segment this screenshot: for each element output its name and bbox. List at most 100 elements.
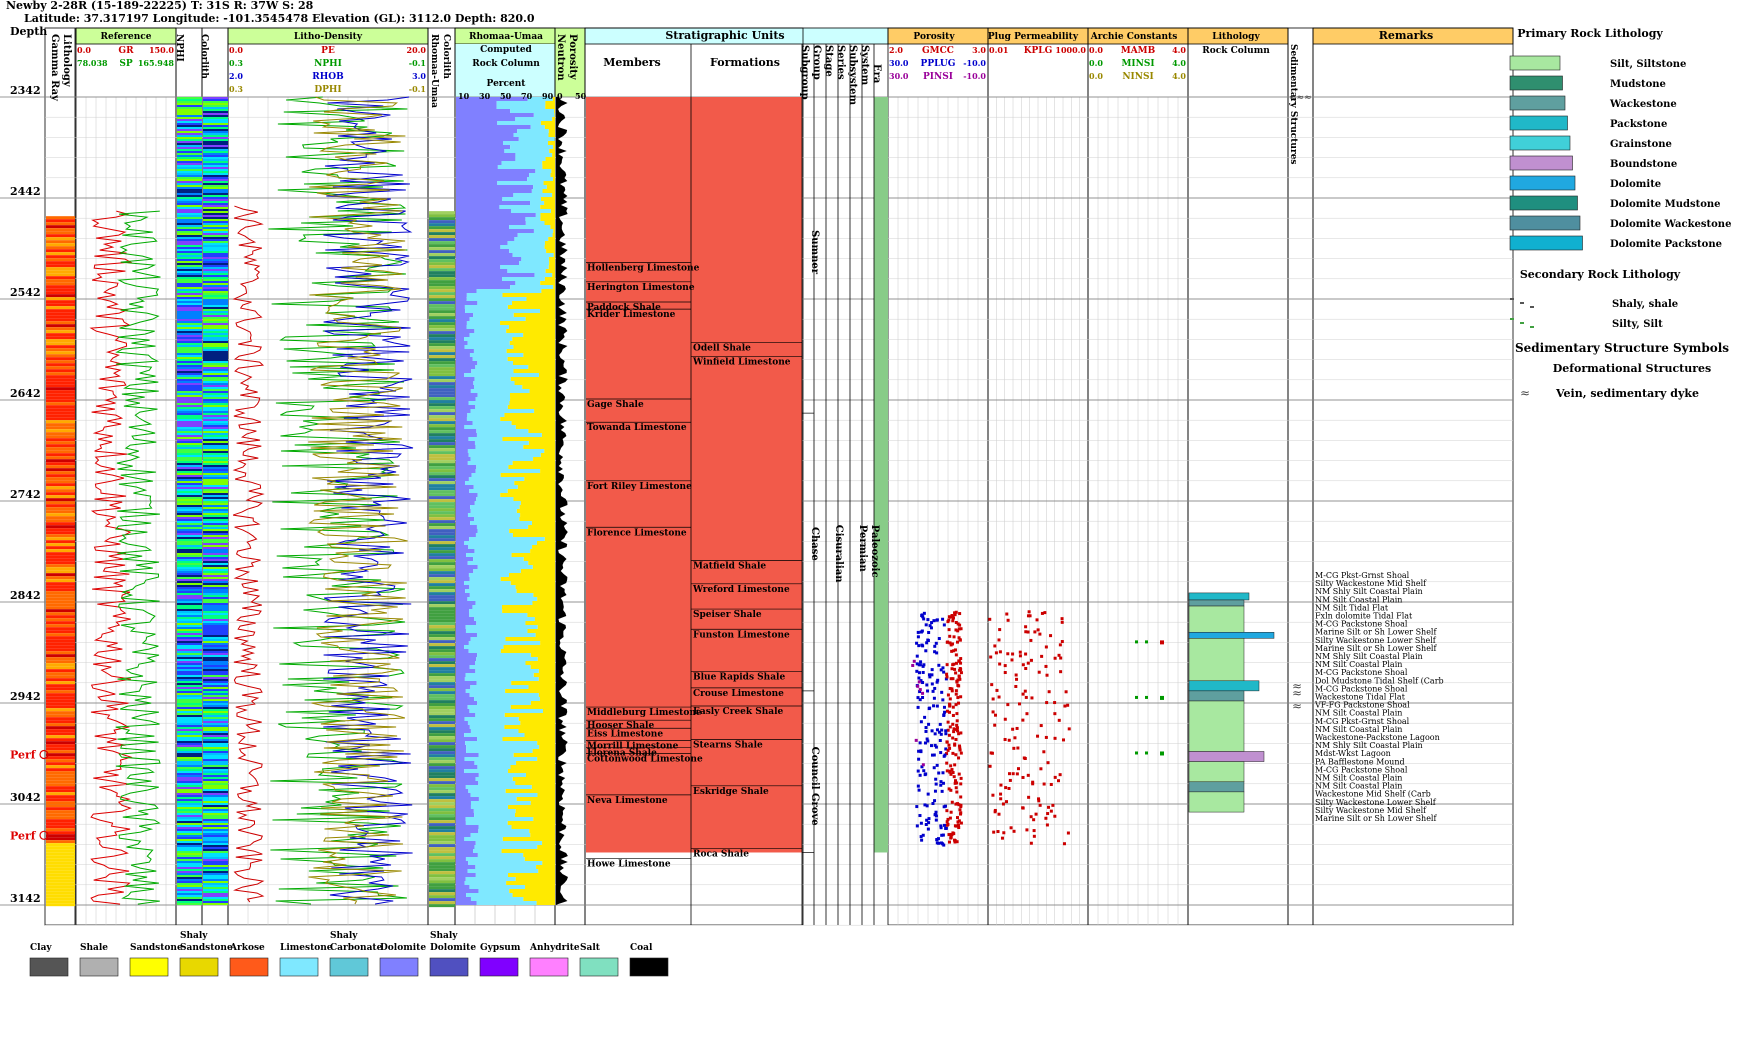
well-location: Latitude: 37.317197 Longitude: -101.3545… [24,12,535,25]
colorlith-band [429,490,455,494]
colorlith-band [203,499,228,501]
colorlith-band [429,862,455,866]
colorlith-band [177,395,202,397]
rock-limestone [469,585,516,589]
lithology-band [46,687,75,691]
lithology-band [46,429,75,433]
core-lithology [1188,605,1245,633]
colorlith-band [429,220,455,224]
pplug-point [930,621,934,625]
remark-text: VF-FG Packstone Shoal [1314,701,1410,710]
rock-sandstone [553,285,555,289]
rock-sandstone [510,581,555,585]
rhomaa-scale-tick: 10 [458,91,470,101]
colorlith-band [177,373,202,375]
rock-sandstone [520,569,555,573]
colorlith-band [203,743,228,745]
colorlith-band [177,611,202,613]
lithology-band [46,471,75,475]
colorlith-band [177,381,202,383]
pplug-point [924,726,928,730]
rock-limestone [474,441,529,445]
lithology-band [46,585,75,589]
rock-dolomite [456,789,469,793]
colorlith-band [177,385,202,387]
kplg-point [1024,652,1028,656]
rock-sandstone [529,829,555,833]
curve-name: PPLUG [921,59,956,69]
colorlith-band [177,487,202,489]
colorlith-band [177,539,202,541]
colorlith-band [177,675,202,677]
kplg-point [1023,757,1027,761]
colorlith-band [429,799,455,803]
rock-dolomite [456,217,526,221]
kplg-point [1044,735,1048,739]
core-lithology [1188,791,1245,813]
colorlith-band [429,811,455,815]
rock-limestone [465,857,525,861]
lithology-band [46,690,75,694]
rock-dolomite [456,289,477,293]
gmcc-point [959,671,963,675]
lithology-band [46,465,75,469]
colorlith-band [203,649,228,651]
pplug-point [923,741,927,745]
rock-limestone [478,829,530,833]
gmcc-point [954,802,958,806]
colorlith-band [203,805,228,807]
colorlith-band [203,779,228,781]
colorlith-band [203,123,228,125]
rock-sandstone [515,781,555,785]
kplg-point [1049,809,1053,813]
rock-limestone [464,733,525,737]
kplg-point [1015,772,1019,776]
gmcc-point [948,687,952,691]
colorlith-band [203,867,228,869]
colorlith-band [203,753,228,755]
colorlith2-title: Colorlith [441,34,451,79]
neutron-fill [556,97,568,905]
pplug-point [927,630,931,634]
colorlith-band [177,819,202,821]
colorlith-band [177,317,202,319]
colorlith-band [203,481,228,483]
lithology-band [46,744,75,748]
colorlith-band [203,213,228,215]
colorlith-band [203,153,228,155]
pplug-point [920,614,924,618]
colorlith-band [203,645,228,647]
lithology-band [46,570,75,574]
colorlith-band [177,761,202,763]
pplug-point [926,618,930,622]
remark-text: M-CG Packstone Shoal [1315,668,1408,677]
colorlith-band [203,505,228,507]
colorlith-band [177,365,202,367]
rock-limestone [531,189,543,193]
rock-sandstone [527,613,555,617]
colorlith-band [203,315,228,317]
kplg-point [1036,628,1040,632]
pplug-point [932,619,936,623]
rock-limestone [464,881,507,885]
rock-dolomite [456,681,477,685]
rock-dolomite [456,145,511,149]
rock-sandstone [523,445,555,449]
lithology-band [46,486,75,490]
rock-sandstone [547,141,555,145]
curve-scale-max: 20.0 [407,45,427,55]
rock-dolomite [456,109,511,113]
rock-limestone [477,653,531,657]
gmcc-point [958,744,962,748]
lithology-band [46,534,75,538]
rock-sandstone [544,201,555,205]
colorlith-band [203,269,228,271]
colorlith-band [203,405,228,407]
colorlith-band [203,167,228,169]
gmcc-point [950,768,954,772]
colorlith-band [429,649,455,653]
colorlith-band [203,541,228,543]
remark-text: Wackestone Mid Shelf (Carb [1315,790,1431,799]
lithology-band [46,489,75,493]
gmcc-point [951,677,955,681]
